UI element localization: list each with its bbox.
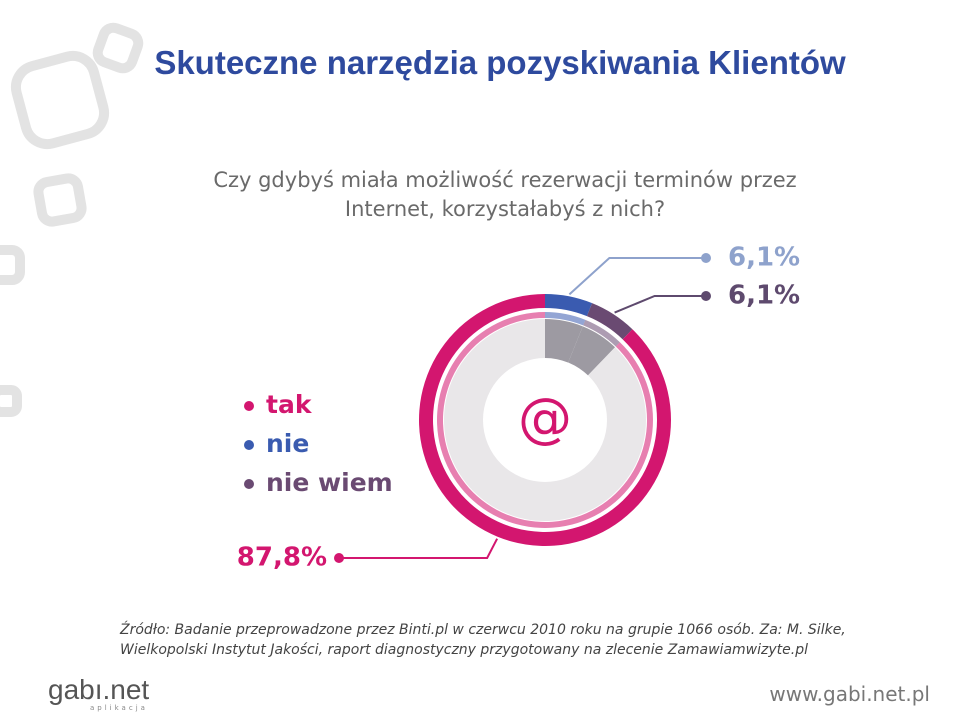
legend-label: nie wiem xyxy=(266,468,393,497)
inner-band xyxy=(583,319,620,347)
legend-dot xyxy=(244,479,254,489)
legend-dot xyxy=(244,401,254,411)
center-disc xyxy=(483,358,607,482)
leader-dot xyxy=(334,553,344,563)
logo: gabı.net xyxy=(48,674,150,705)
legend-label: tak xyxy=(266,390,313,419)
leader-line xyxy=(339,538,499,559)
value-label: 87,8% xyxy=(237,543,327,573)
slice xyxy=(586,303,633,340)
logo-tagline: aplikacja xyxy=(90,704,148,712)
center-label: @ xyxy=(518,387,572,450)
source: Źródło: Badanie przeprowadzone przez Bin… xyxy=(120,622,846,658)
slice xyxy=(545,294,593,317)
url: www.gabi.net.pl xyxy=(769,682,930,706)
leader-dot xyxy=(701,253,711,263)
value-label: 6,1% xyxy=(728,243,800,273)
legend-label: nie xyxy=(266,429,309,458)
value-label: 6,1% xyxy=(728,281,800,311)
leader-dot xyxy=(701,291,711,301)
inner-band xyxy=(545,312,586,326)
leader-line xyxy=(568,257,706,296)
leader-line xyxy=(614,295,706,314)
subtitle: Czy gdybyś miała możliwość rezerwacji te… xyxy=(213,168,797,221)
legend-dot xyxy=(244,440,254,450)
title: Skuteczne narzędzia pozyskiwania Klientó… xyxy=(154,44,846,81)
decoration xyxy=(0,22,144,417)
